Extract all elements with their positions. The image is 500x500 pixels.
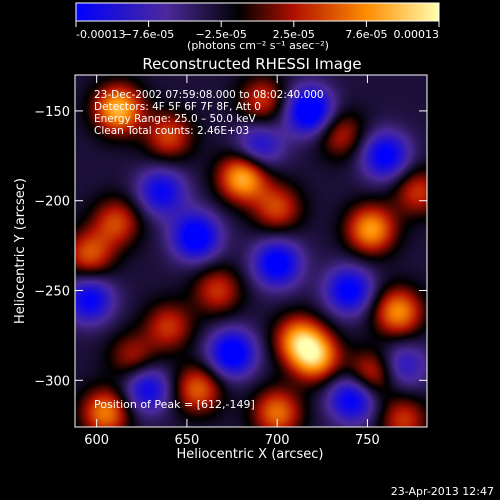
colorbar-tick-label: 7.6e-05 [345,28,387,41]
heatmap-image [75,75,427,427]
info-overlay: 23-Dec-2002 07:59:08.000 to 08:02:40.000… [94,89,324,137]
y-tick-label: −250 [34,285,70,300]
y-axis-label: Heliocentric Y (arcsec) [13,178,28,324]
info-line: 23-Dec-2002 07:59:08.000 to 08:02:40.000 [94,89,324,101]
colorbar-tick-label: −2.5e-05 [195,28,246,41]
colorbar-ticks: -0.00013−7.6e-05 −2.5e-05 2.5e-05 7.6e-05 0.… [75,21,440,41]
heatmap-area [75,75,427,427]
x-tick-label: 700 [265,433,290,448]
footer-timestamp: 23-Apr-2013 12:47 [390,485,494,498]
x-tick-label: 600 [84,433,109,448]
plot-frame [74,74,428,428]
y-tick-label: −150 [34,105,70,120]
colorbar-tick-label: 0.00013 [394,28,440,41]
y-tick-label: −300 [34,374,70,389]
axis-ticks: 600 650 700 750 −150 −200 −250 −300 [34,75,427,448]
info-line: Energy Range: 25.0 – 50.0 keV [94,113,256,125]
colorbar-tick-label: -0.00013 [76,28,125,41]
colorbar: -0.00013−7.6e-05 −2.5e-05 2.5e-05 7.6e-05 0.… [75,2,440,52]
x-tick-label: 650 [175,433,200,448]
peak-position-label: Position of Peak = [612,-149] [94,398,255,411]
x-tick-label: 750 [355,433,380,448]
x-axis-label: Heliocentric X (arcsec) [177,447,324,462]
info-line: Clean Total counts: 2.46E+03 [94,125,249,137]
chart-title: Reconstructed RHESSI Image [142,55,361,73]
colorbar-tick-label: 2.5e-05 [273,28,315,41]
colorbar-gradient [75,2,440,22]
info-line: Detectors: 4F 5F 6F 7F 8F, Att 0 [94,101,261,113]
colorbar-tick-label: −7.6e-05 [123,28,174,41]
y-tick-label: −200 [34,195,70,210]
colorbar-unit-label: (photons cm⁻² s⁻¹ asec⁻²) [187,39,329,52]
